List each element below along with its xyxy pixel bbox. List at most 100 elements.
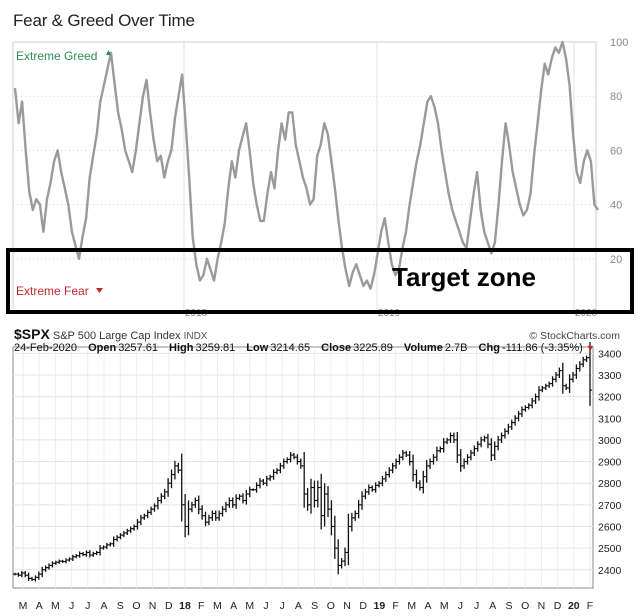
spx-x-tick-label: F — [587, 600, 593, 612]
spx-y-ticks: 2400 2500 2600 2700 2800 2900 3000 3100 3200 3300… — [598, 348, 622, 576]
spx-ohlc-bar — [519, 406, 524, 417]
spx-x-tick-label: M — [440, 600, 449, 612]
spx-ohlc-bar — [336, 539, 341, 575]
spx-ohlc-bar — [492, 441, 497, 461]
spx-ohlc-bar — [349, 512, 354, 532]
spx-ohlc-bar — [176, 462, 181, 474]
spx-ohlc-bar — [159, 493, 164, 504]
spx-header: $SPX S&P 500 Large Cap Index INDX — [14, 326, 207, 342]
spx-ohlc-bar — [145, 509, 150, 519]
spx-x-tick-label: O — [327, 600, 335, 612]
spx-x-tick-label: S — [311, 600, 318, 612]
chg-label: Chg — [478, 342, 500, 354]
spx-ohlc-bar — [234, 494, 239, 509]
spx-ohlc-bar — [36, 571, 41, 580]
spx-ohlc-bar — [254, 482, 259, 493]
spx-ohlc-bar — [462, 458, 467, 469]
extreme-greed-label: Extreme Greed — [16, 49, 98, 63]
spx-x-tick-label: O — [132, 600, 140, 612]
spx-ohlc-bar — [77, 551, 82, 558]
spx-x-tick-label: J — [69, 600, 74, 612]
spx-ohlc-bar — [332, 515, 337, 559]
spx-ohlc-bar — [30, 576, 35, 582]
spx-x-tick-label: 19 — [374, 600, 386, 612]
spx-ohlc-bar — [564, 383, 569, 391]
spx-x-tick-label: J — [458, 600, 463, 612]
spx-ohlc-bar — [383, 471, 388, 482]
spx-ohlc-bar — [91, 551, 96, 557]
spx-ohlc-bar — [326, 486, 331, 518]
spx-ohlc-bar — [523, 405, 528, 412]
spx-ohlc-bar — [16, 572, 21, 577]
page-title: Fear & Greed Over Time — [13, 11, 195, 30]
volume-value: 2.7B — [444, 342, 468, 354]
spx-ohlc-bar — [118, 533, 123, 540]
spx-y-tick-label: 2900 — [598, 457, 622, 469]
spx-y-tick-label: 3200 — [598, 392, 622, 404]
spx-ohlc-bar — [101, 545, 106, 550]
spx-ohlc-bar — [98, 545, 103, 556]
close-label: Close — [321, 342, 352, 354]
spx-x-tick-label: J — [280, 600, 285, 612]
spx-ohlc-bar — [125, 528, 130, 536]
spx-x-tick-label: A — [295, 600, 302, 612]
spx-ohlc-bar — [138, 514, 143, 526]
spx-ohlc-bar — [390, 462, 395, 474]
spx-x-tick-label: A — [36, 600, 43, 612]
spx-x-tick-label: M — [213, 600, 222, 612]
spx-ohlc-bar — [458, 449, 463, 472]
spx-ohlc-bar — [448, 432, 453, 443]
spx-ohlc-bar — [206, 514, 211, 526]
fear-greed-y-tick-label: 20 — [610, 254, 622, 266]
spx-ohlc-bar — [142, 513, 147, 520]
target-zone-box — [6, 248, 634, 314]
spx-ohlc-bar — [186, 500, 191, 536]
spx-ohlc-bar — [203, 511, 208, 527]
extreme-fear-label: Extreme Fear — [16, 284, 89, 298]
spx-ohlc-bar — [227, 497, 232, 508]
spx-ohlc-bar — [13, 572, 17, 576]
spx-symbol: $SPX — [14, 326, 50, 342]
spx-ohlc-bar — [543, 383, 548, 391]
spx-ohlc-bar — [377, 481, 382, 488]
spx-ohlc-bars — [13, 341, 592, 582]
spx-ohlc-bar — [468, 449, 473, 461]
spx-x-tick-label: J — [263, 600, 268, 612]
spx-ohlc-bar — [169, 469, 174, 489]
spx-ohlc-bar — [291, 452, 296, 460]
spx-ohlc-bar — [588, 341, 592, 406]
spx-ohlc-bar — [451, 432, 456, 443]
spx-ohlc-bar — [363, 488, 368, 500]
spx-ohlc-bar — [108, 542, 113, 547]
spx-ohlc-bar — [251, 488, 256, 491]
spx-ohlc-bar — [128, 526, 133, 533]
spx-ohlc-bar — [366, 484, 371, 495]
spx-ohlc-bar — [373, 482, 378, 493]
spx-y-tick-label: 3400 — [598, 348, 622, 360]
spx-ohlc-bar — [400, 449, 405, 461]
spx-x-tick-label: 18 — [179, 600, 191, 612]
fear-greed-series-line — [13, 40, 599, 290]
spx-ohlc-bar — [482, 435, 487, 442]
spx-ohlc-bar — [343, 547, 348, 567]
spx-ohlc-bar — [111, 536, 116, 547]
spx-x-tick-label: O — [521, 600, 529, 612]
spx-x-tick-label: S — [505, 600, 512, 612]
spx-x-tick-label: A — [489, 600, 496, 612]
spx-ohlc-bar — [309, 478, 314, 514]
spx-x-tick-label: A — [424, 600, 431, 612]
fear-greed-y-tick-label: 80 — [610, 91, 622, 103]
stockcharts-credit: © StockCharts.com — [529, 330, 620, 342]
spx-ohlc-bar — [47, 563, 52, 570]
spx-ohlc-bar — [312, 480, 317, 508]
spx-x-tick-label: N — [538, 600, 546, 612]
spx-ohlc-bar — [550, 376, 555, 387]
spx-ohlc-bar — [431, 454, 436, 465]
spx-y-tick-label: 3300 — [598, 370, 622, 382]
spx-ohlc-bar — [315, 480, 320, 508]
spx-x-tick-label: 20 — [568, 600, 580, 612]
spx-x-tick-label: F — [198, 600, 204, 612]
spx-ohlc-bar — [94, 550, 99, 556]
spx-ohlc-bar — [506, 423, 511, 435]
